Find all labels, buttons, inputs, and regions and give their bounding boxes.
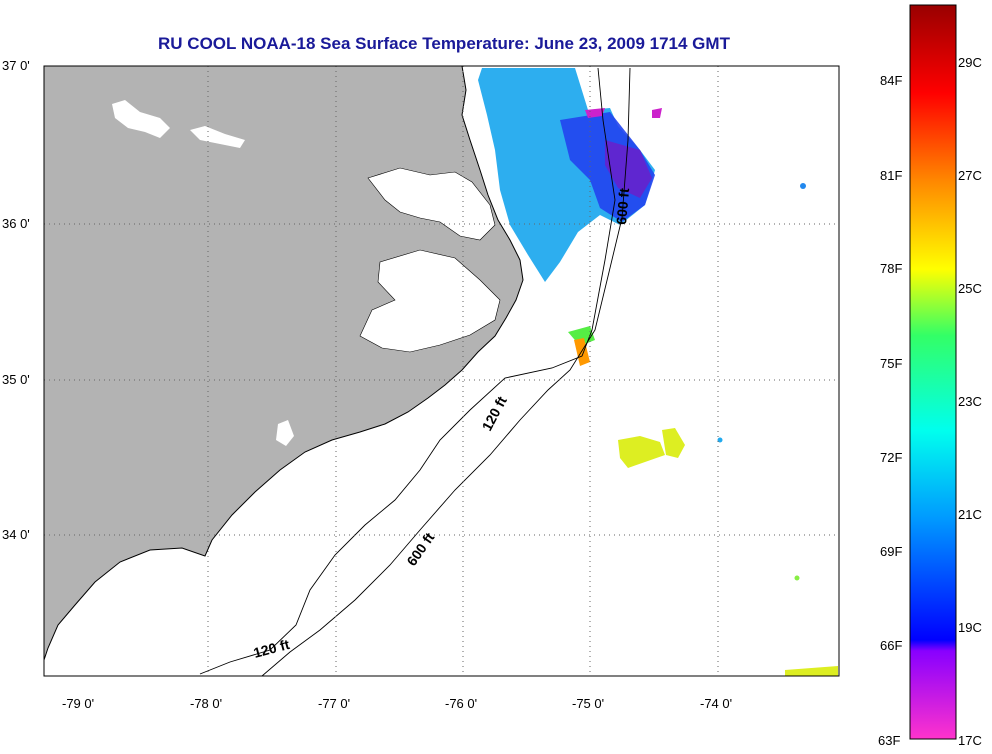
- map-frame: [43, 65, 840, 677]
- sst-patch-offshore: [618, 436, 665, 468]
- colorbar-label-78F: 78F: [880, 261, 902, 276]
- inland-lake-2: [190, 126, 245, 148]
- pamlico-sound: [359, 249, 501, 353]
- sst-patch-violet: [605, 140, 652, 198]
- colorbar-label-29C: 29C: [958, 55, 982, 70]
- graticule: [44, 66, 839, 676]
- colorbar-label-25C: 25C: [958, 281, 982, 296]
- color-bar: [909, 4, 957, 740]
- sst-patch-magenta: [585, 108, 605, 118]
- colorbar-label-17C: 17C: [958, 733, 982, 748]
- isobath-120ft: [199, 67, 616, 675]
- colorbar-label-21C: 21C: [958, 507, 982, 522]
- lon-label-77: -77 0': [318, 696, 350, 711]
- sst-speck: [800, 183, 806, 189]
- land-mass: [44, 66, 524, 661]
- colorbar-label-75F: 75F: [880, 356, 902, 371]
- colorbar-label-84F: 84F: [880, 73, 902, 88]
- colorbar-label-63F: 63F: [878, 733, 900, 748]
- lat-label-37: 37 0': [2, 58, 30, 73]
- sst-patch-southeast: [785, 666, 838, 676]
- colorbar-label-66F: 66F: [880, 638, 902, 653]
- sst-speck-3: [717, 437, 723, 443]
- sst-patch-offshore-2: [662, 428, 685, 458]
- lat-label-36: 36 0': [2, 216, 30, 231]
- map-title: RU COOL NOAA-18 Sea Surface Temperature:…: [158, 34, 730, 53]
- lat-label-35: 35 0': [2, 372, 30, 387]
- colorbar-label-69F: 69F: [880, 544, 902, 559]
- inland-lake-3: [276, 420, 294, 446]
- sst-patch-orange: [574, 338, 590, 366]
- inland-lake: [112, 100, 170, 138]
- isobath-600ft: [261, 67, 631, 676]
- lon-label-75: -75 0': [572, 696, 604, 711]
- colorbar-label-81F: 81F: [880, 168, 902, 183]
- colorbar-label-19C: 19C: [958, 620, 982, 635]
- lon-label-74: -74 0': [700, 696, 732, 711]
- lon-label-79: -79 0': [62, 696, 94, 711]
- lon-label-78: -78 0': [190, 696, 222, 711]
- colorbar-label-72F: 72F: [880, 450, 902, 465]
- lon-label-76: -76 0': [445, 696, 477, 711]
- lat-label-34: 34 0': [2, 527, 30, 542]
- sst-patch-magenta-2: [652, 108, 662, 118]
- colorbar-label-23C: 23C: [958, 394, 982, 409]
- colorbar-label-27C: 27C: [958, 168, 982, 183]
- isobath-label-600ft-north: 600 ft: [613, 187, 632, 225]
- sst-speck-2: [794, 575, 800, 581]
